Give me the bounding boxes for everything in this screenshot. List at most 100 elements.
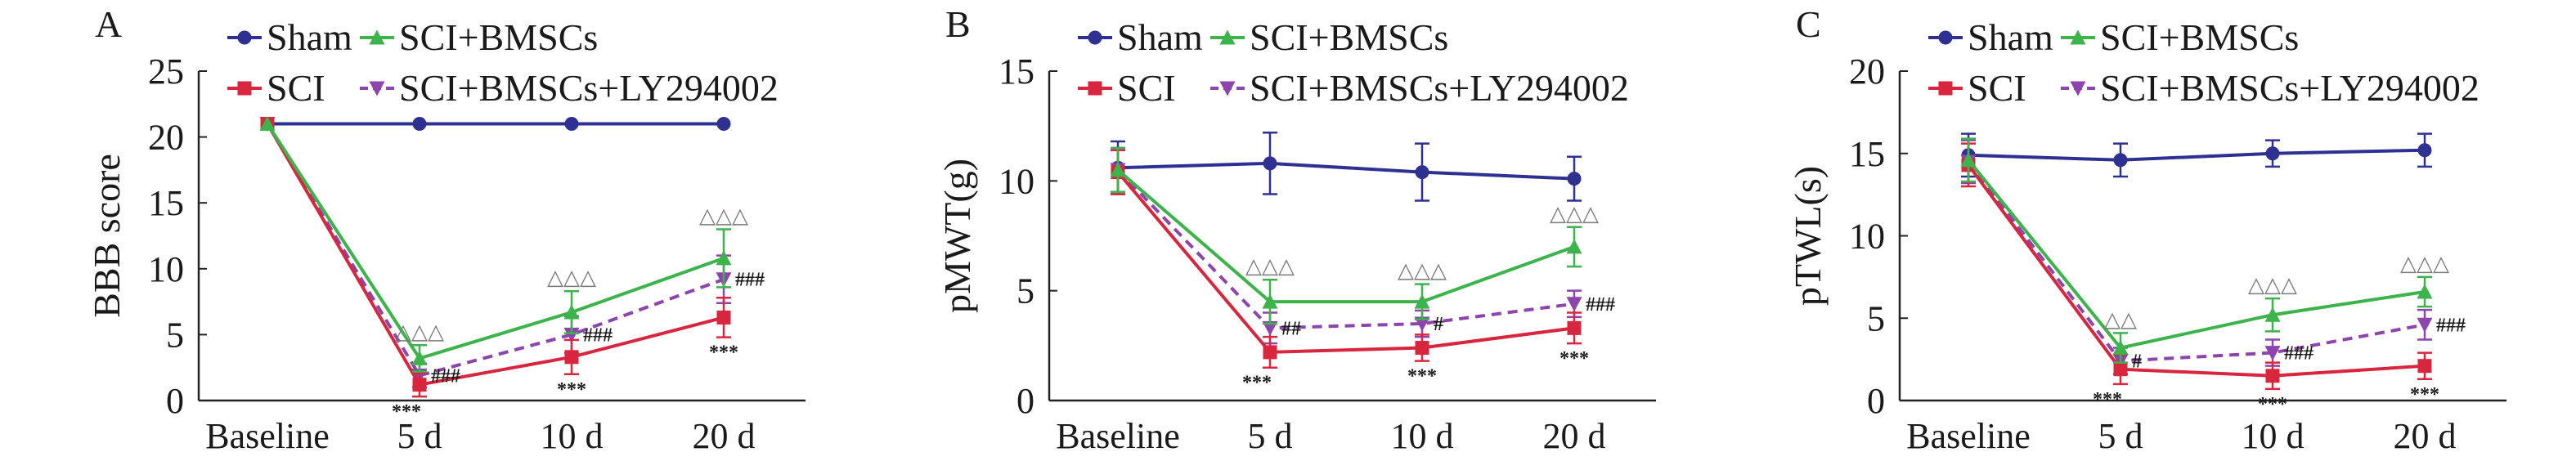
series-sci-bmscs-ly294002 — [259, 116, 732, 389]
y-tick-label: 10 — [1849, 217, 1885, 257]
data-point — [716, 250, 732, 266]
data-point — [1567, 320, 1582, 335]
legend: Sham SCI+BMSCs SCI SCI+BMSCs+LY294002 — [227, 16, 779, 109]
data-point — [1566, 297, 1582, 312]
significance-label: *** — [1407, 366, 1437, 387]
panel-label: B — [945, 3, 971, 45]
legend-item: Sham — [227, 16, 352, 58]
legend-item: SCI+BMSCs+LY294002 — [1210, 67, 1629, 109]
data-point — [563, 327, 580, 342]
y-tick-label: 5 — [166, 315, 184, 355]
legend-marker — [1938, 81, 1953, 96]
legend-item: Sham — [1078, 16, 1203, 58]
significance-label: △△△ — [2400, 252, 2449, 275]
y-tick-label: 20 — [148, 118, 184, 158]
data-point — [2113, 362, 2128, 377]
legend: Sham SCI+BMSCs SCI SCI+BMSCs+LY294002 — [1078, 16, 1629, 109]
data-point — [1263, 156, 1277, 171]
x-tick-label: Baseline — [1056, 416, 1180, 456]
data-point — [2113, 153, 2128, 168]
data-point — [1263, 345, 1277, 360]
series-line — [266, 123, 725, 360]
series-line — [1967, 160, 2426, 363]
series-sci — [1111, 149, 1582, 369]
significance-label: *** — [392, 401, 421, 423]
data-point — [1960, 152, 1977, 168]
significance-label: ## — [1281, 318, 1301, 339]
legend-label: SCI — [1117, 67, 1176, 109]
series-sham — [1111, 131, 1582, 202]
significance-label: ### — [735, 270, 765, 291]
series-sham — [1961, 132, 2432, 178]
legend-label: SCI+BMSCs+LY294002 — [1250, 67, 1629, 109]
legend-marker — [1088, 81, 1102, 96]
legend-item: SCI+BMSCs+LY294002 — [360, 67, 779, 109]
data-point — [2265, 369, 2280, 383]
legend-item: SCI — [227, 67, 325, 109]
series-line — [1968, 148, 2426, 162]
y-tick-label: 0 — [166, 381, 184, 421]
y-tick-label: 15 — [1849, 134, 1885, 174]
legend-item: Sham — [1928, 16, 2053, 58]
series-sci — [260, 116, 731, 398]
data-point — [1414, 293, 1430, 309]
data-point — [563, 304, 580, 320]
data-point — [2417, 284, 2433, 299]
legend-item: SCI — [1078, 67, 1176, 109]
chart-panel-b: B 0 5 10 15 Baseline 5 d 10 d 20 d pMWT(g) △△△ △△△ △… — [936, 3, 1656, 456]
significance-label: *** — [1560, 348, 1589, 369]
significance-label: △△△ — [1550, 202, 1599, 226]
series-line — [266, 123, 725, 387]
significance-label: *** — [2093, 389, 2122, 410]
legend-item: SCI+BMSCs — [1210, 16, 1448, 58]
significance-label: *** — [1242, 373, 1272, 394]
legend-item: SCI+BMSCs — [2061, 16, 2299, 58]
data-point — [2417, 143, 2432, 158]
significance-label: ### — [431, 365, 460, 387]
series-line — [1116, 171, 1575, 354]
y-tick-label: 10 — [999, 161, 1034, 201]
legend-label: SCI+BMSCs+LY294002 — [399, 67, 779, 109]
significance-label: ### — [1586, 294, 1615, 316]
legend-item: SCI+BMSCs — [360, 16, 598, 58]
legend-item: SCI+BMSCs+LY294002 — [2061, 67, 2480, 109]
y-tick-label: 5 — [1867, 298, 1885, 338]
data-point — [412, 378, 427, 392]
series-sham — [260, 116, 731, 131]
series-line — [1117, 161, 1575, 181]
series-line — [1116, 168, 1575, 330]
y-axis-label: pTWL(s) — [1787, 166, 1829, 306]
data-point — [259, 115, 276, 131]
x-tick-label: 20 d — [693, 416, 756, 456]
data-point — [2112, 340, 2129, 356]
series-line — [266, 123, 725, 378]
series-sci-bmscs-ly294002 — [1960, 139, 2433, 376]
panel-label: A — [95, 3, 122, 45]
legend-label: Sham — [267, 16, 352, 58]
data-point — [412, 116, 427, 131]
legend-item: SCI — [1928, 67, 2026, 109]
y-tick-label: 25 — [148, 51, 184, 92]
legend-label: SCI+BMSCs — [2100, 16, 2299, 58]
legend-label: SCI — [267, 67, 325, 109]
legend-marker — [237, 81, 252, 96]
series-sci — [1961, 142, 2432, 391]
series-line — [1116, 168, 1575, 304]
y-axis-label: pMWT(g) — [936, 159, 978, 313]
data-point — [564, 350, 579, 365]
chart-panel-a: A 0 5 10 15 20 25 Baseline 5 d 10 d 20 d BBB score △… — [86, 3, 806, 456]
legend: Sham SCI+BMSCs SCI SCI+BMSCs+LY294002 — [1928, 16, 2480, 109]
significance-label: △△△ — [2248, 273, 2297, 297]
significance-label: △△△ — [1245, 254, 1295, 278]
data-point — [1262, 320, 1278, 336]
data-point — [1566, 239, 1582, 254]
x-tick-label: Baseline — [205, 416, 330, 456]
significance-label: *** — [2258, 394, 2287, 415]
data-point — [1262, 293, 1278, 309]
significance-label: △△ — [2104, 307, 2137, 331]
legend-marker — [369, 29, 385, 45]
data-point — [716, 310, 731, 324]
legend-marker — [2070, 29, 2086, 45]
